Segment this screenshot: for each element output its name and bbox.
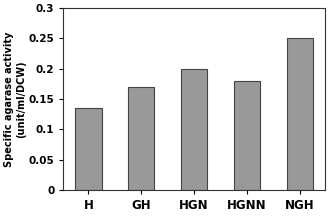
Bar bbox=[287, 38, 313, 190]
Bar bbox=[181, 69, 207, 190]
Bar bbox=[75, 108, 102, 190]
Bar bbox=[128, 87, 154, 190]
Y-axis label: Specific agarase activity
(unit/ml/DCW): Specific agarase activity (unit/ml/DCW) bbox=[4, 31, 26, 167]
Bar bbox=[234, 81, 260, 190]
